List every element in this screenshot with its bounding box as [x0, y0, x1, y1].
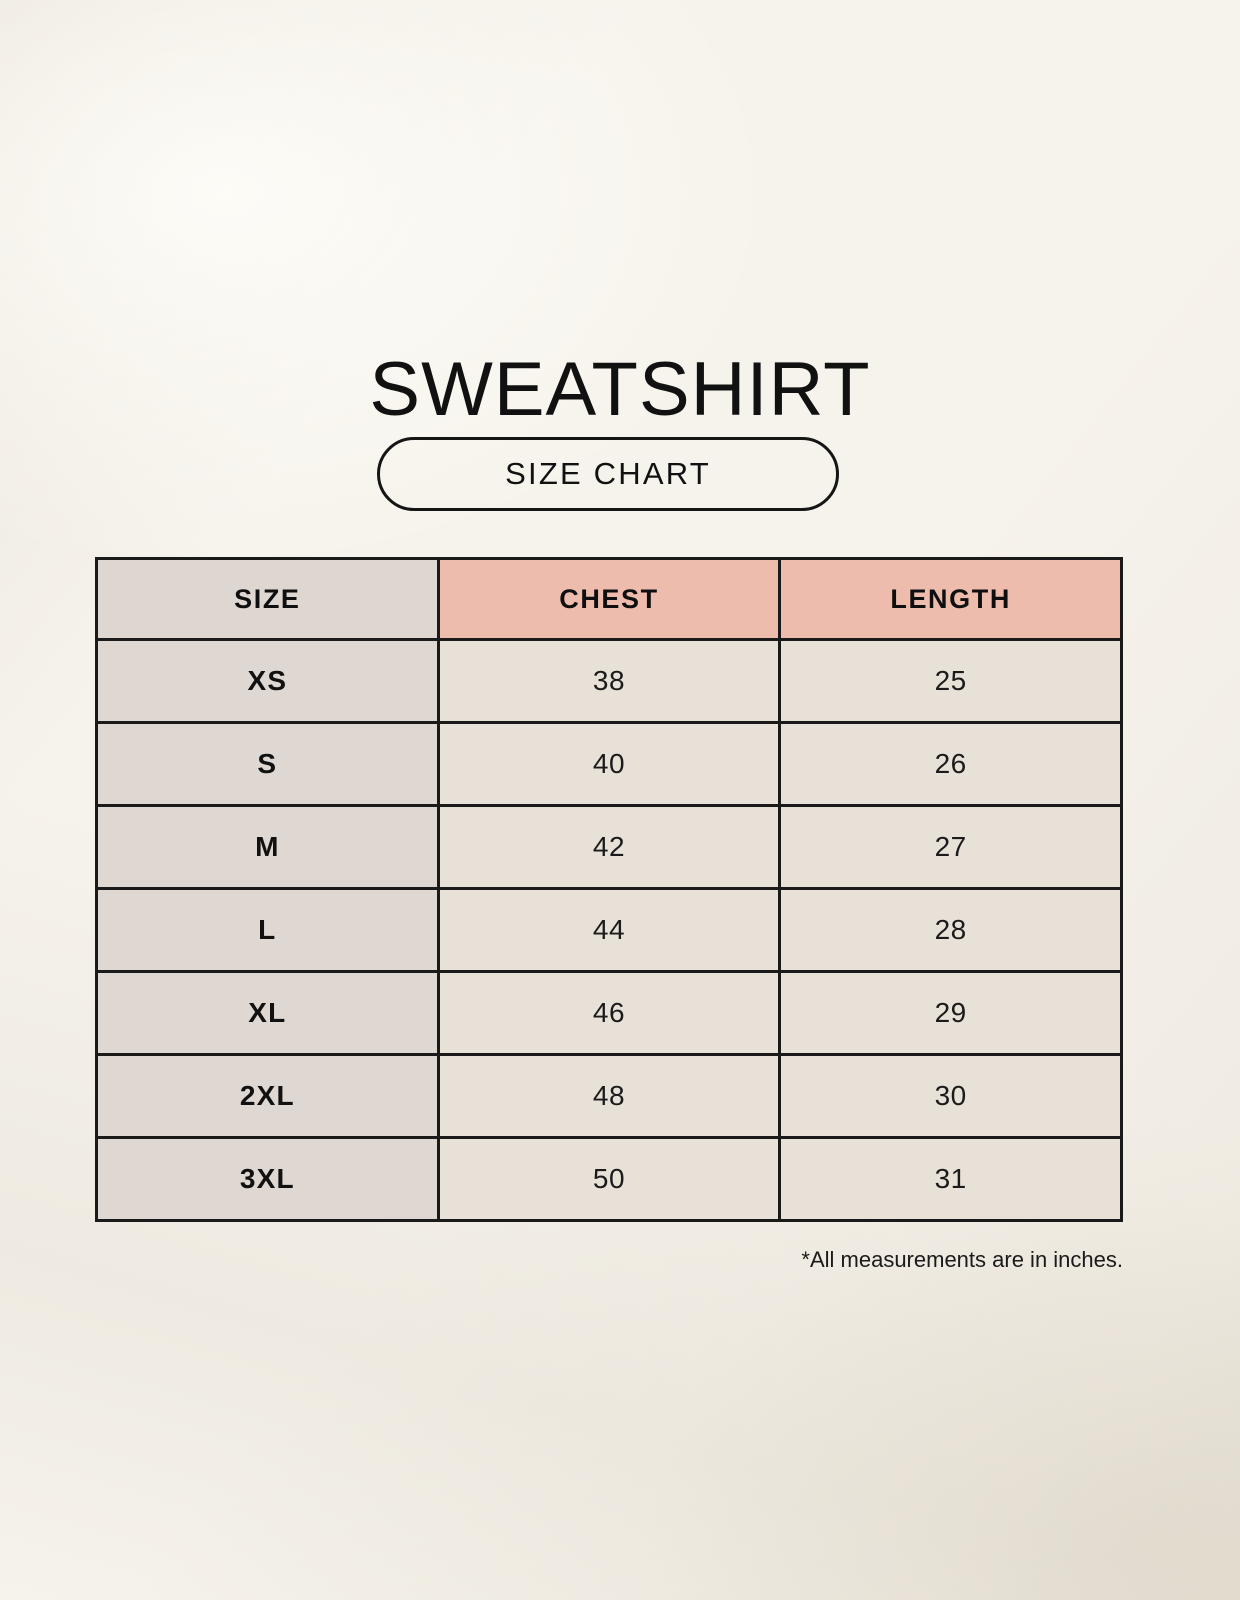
size-table: SIZE CHEST LENGTH XS 38 25 S 40 26 M [95, 557, 1123, 1222]
cell-length: 26 [778, 721, 1123, 807]
size-table-body: XS 38 25 S 40 26 M 42 27 L 44 28 [95, 638, 1123, 1222]
table-row: L 44 28 [95, 887, 1123, 973]
size-chart-badge-label: SIZE CHART [505, 456, 711, 491]
cell-size: 3XL [95, 1136, 440, 1222]
table-header-row: SIZE CHEST LENGTH [95, 557, 1123, 641]
cell-size: S [95, 721, 440, 807]
cell-length: 30 [778, 1053, 1123, 1139]
column-header-size: SIZE [95, 557, 440, 641]
cell-chest: 42 [436, 804, 782, 890]
cell-size: XS [95, 638, 440, 724]
cell-length: 27 [778, 804, 1123, 890]
cell-chest: 38 [436, 638, 782, 724]
column-header-chest: CHEST [436, 557, 782, 641]
cell-chest: 50 [436, 1136, 782, 1222]
measurement-units-note: *All measurements are in inches. [801, 1247, 1123, 1272]
cell-length: 31 [778, 1136, 1123, 1222]
column-header-length: LENGTH [778, 557, 1123, 641]
cell-size: XL [95, 970, 440, 1056]
table-row: S 40 26 [95, 721, 1123, 807]
size-table-header: SIZE CHEST LENGTH [95, 557, 1123, 641]
size-table-container: SIZE CHEST LENGTH XS 38 25 S 40 26 M [95, 557, 1123, 1222]
cell-size: 2XL [95, 1053, 440, 1139]
cell-chest: 44 [436, 887, 782, 973]
cell-chest: 48 [436, 1053, 782, 1139]
table-row: XS 38 25 [95, 638, 1123, 724]
cell-length: 28 [778, 887, 1123, 973]
table-row: M 42 27 [95, 804, 1123, 890]
table-row: 2XL 48 30 [95, 1053, 1123, 1139]
cell-length: 25 [778, 638, 1123, 724]
cell-size: M [95, 804, 440, 890]
cell-chest: 46 [436, 970, 782, 1056]
size-chart-badge: SIZE CHART [377, 437, 839, 511]
page-title: SWEATSHIRT [369, 346, 871, 432]
cell-chest: 40 [436, 721, 782, 807]
cell-length: 29 [778, 970, 1123, 1056]
table-row: XL 46 29 [95, 970, 1123, 1056]
cell-size: L [95, 887, 440, 973]
table-row: 3XL 50 31 [95, 1136, 1123, 1222]
